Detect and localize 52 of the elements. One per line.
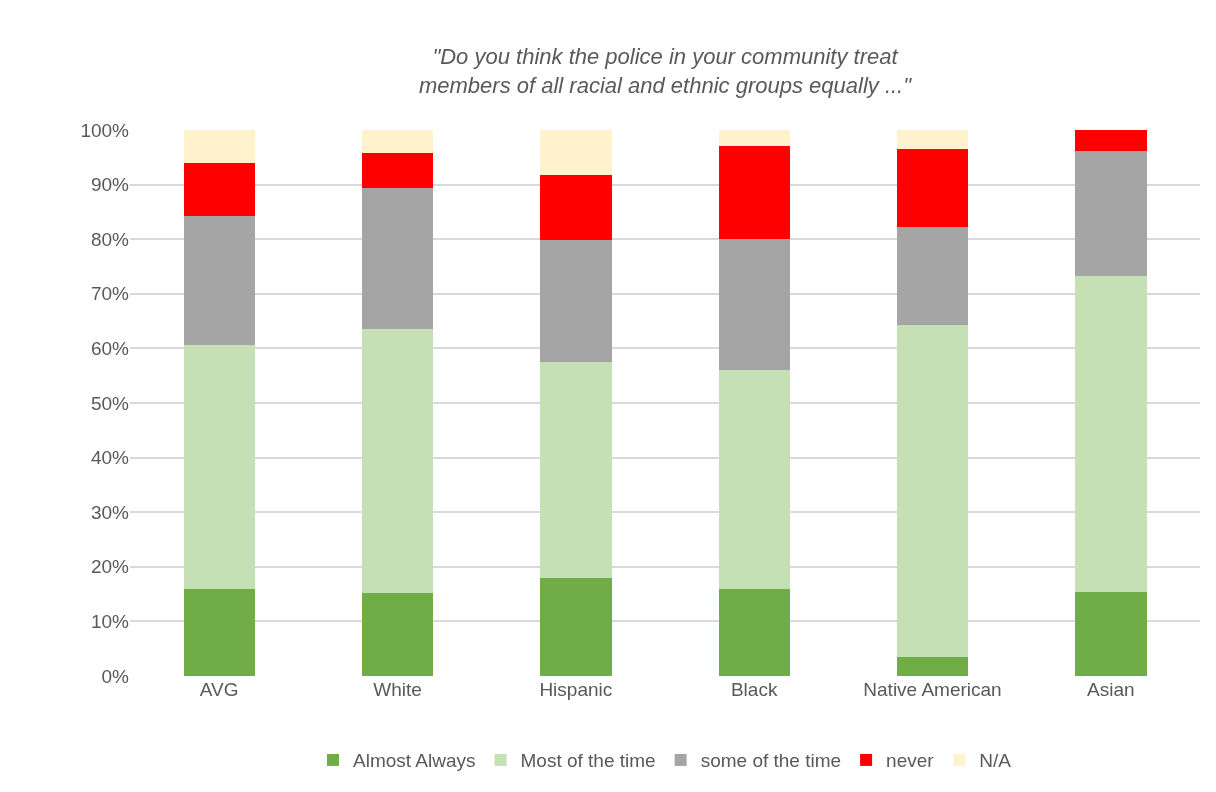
y-tick-label: 0% <box>101 665 130 687</box>
x-tick-label: White <box>373 679 422 700</box>
y-tick-label: 50% <box>90 392 130 414</box>
x-tick-label: Black <box>730 679 778 700</box>
bar <box>1075 592 1147 676</box>
bar <box>540 578 612 676</box>
legend-label: Almost Always <box>353 750 476 772</box>
bar <box>361 152 434 189</box>
y-tick-label: 100% <box>80 119 130 141</box>
bar <box>1075 150 1147 277</box>
bar <box>896 226 969 325</box>
bar <box>718 238 790 370</box>
bar <box>540 239 612 363</box>
bar <box>183 589 255 676</box>
bar <box>361 593 434 676</box>
y-tick-label: 80% <box>90 228 130 250</box>
legend-label: never <box>886 750 935 772</box>
bar <box>183 130 255 163</box>
bar <box>718 146 790 239</box>
x-tick-label: Hispanic <box>539 679 613 700</box>
y-tick-label: 70% <box>90 283 130 305</box>
bar <box>1075 130 1147 151</box>
x-tick-label: Native American <box>863 679 1002 700</box>
legend-label: N/A <box>979 750 1012 772</box>
y-tick-label: 40% <box>90 447 130 469</box>
y-tick-label: 90% <box>90 174 130 196</box>
y-tick-label: 60% <box>90 338 130 360</box>
legend-label: some of the time <box>700 750 842 772</box>
bar <box>1075 276 1147 593</box>
bar <box>361 188 434 329</box>
bar <box>540 174 612 240</box>
bar <box>718 589 790 676</box>
x-tick-label: Asian <box>1087 679 1135 700</box>
chart-title: "Do you think the police in your community treat members of all racial and ethnic groups equally ..." <box>418 44 913 98</box>
bar <box>183 162 255 216</box>
bar <box>361 328 434 594</box>
y-tick-label: 30% <box>90 501 130 523</box>
bar <box>540 130 612 175</box>
bar <box>896 324 969 657</box>
bar <box>540 362 612 579</box>
bar <box>896 130 969 150</box>
y-tick-label: 10% <box>90 611 130 633</box>
bar <box>183 344 255 590</box>
x-tick-label: AVG <box>199 679 239 700</box>
legend-label: Most of the time <box>520 750 656 772</box>
bar <box>361 130 434 153</box>
bar <box>718 130 790 147</box>
bar <box>718 369 790 590</box>
bar <box>183 215 255 345</box>
bar <box>896 656 969 676</box>
y-tick-label: 20% <box>90 556 130 578</box>
bar <box>896 149 969 227</box>
